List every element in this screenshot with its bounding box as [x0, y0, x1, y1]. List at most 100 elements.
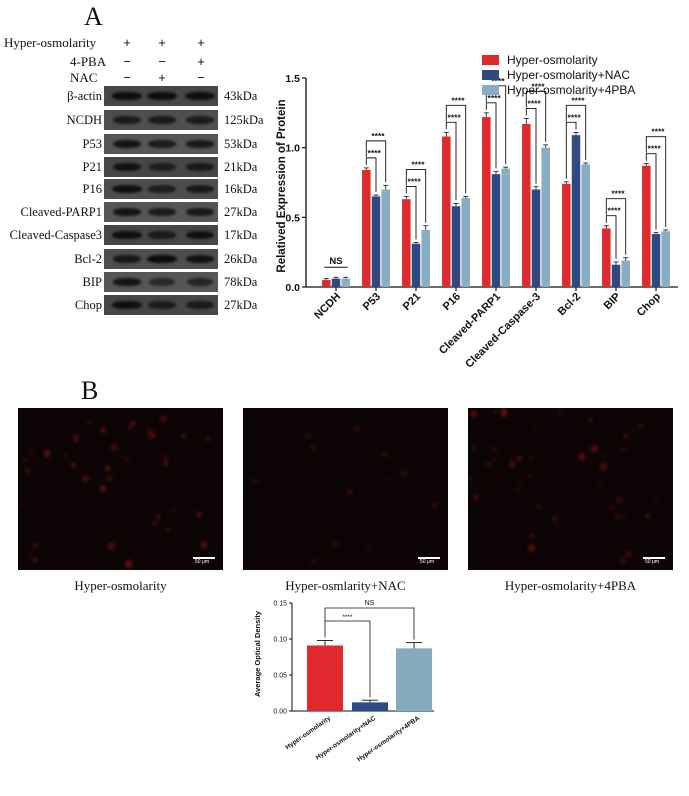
bar — [341, 278, 350, 287]
condition-sign: − — [123, 70, 131, 85]
cell-signal — [527, 543, 535, 552]
cell-signal — [157, 515, 161, 519]
cell-signal — [389, 478, 392, 481]
condition-sign: + — [158, 70, 166, 85]
blot-band — [186, 301, 214, 309]
cell-signal — [600, 453, 604, 458]
legend-label: Hyper-osmolarity — [507, 53, 598, 67]
bar — [531, 189, 541, 287]
cell-signal — [33, 543, 38, 549]
cell-signal — [565, 476, 569, 479]
fluorescence-image: 50 μm — [468, 408, 673, 570]
cell-signal — [306, 432, 310, 438]
cell-signal — [165, 528, 170, 533]
y-tick-label-b: 0.10 — [273, 637, 287, 644]
cell-signal — [110, 444, 118, 452]
cell-signal — [18, 504, 21, 506]
blot-kda-label: 27kDa — [224, 298, 258, 312]
cell-signal — [153, 521, 158, 525]
condition-sign: − — [158, 54, 166, 69]
bar — [331, 278, 341, 287]
blot-band — [185, 140, 215, 148]
cell-signal — [147, 431, 155, 440]
significance-label: **** — [648, 144, 662, 154]
cell-signal — [625, 551, 633, 557]
x-tick-label: P53 — [361, 291, 383, 313]
cell-signal — [310, 446, 318, 452]
blot-protein-label: Cleaved-Caspase3 — [9, 228, 102, 242]
blot-strip — [104, 225, 218, 245]
blot-band — [112, 92, 142, 100]
condition-sign: − — [197, 70, 205, 85]
significance-label: **** — [611, 189, 625, 199]
condition-sign: + — [158, 35, 166, 50]
blot-band — [148, 301, 176, 309]
bar — [571, 135, 581, 287]
cell-signal — [623, 434, 628, 440]
significance-label: **** — [408, 176, 422, 186]
y-axis-label: Relatived Expression of Protein — [276, 99, 288, 272]
cell-signal — [621, 514, 625, 518]
cell-signal — [163, 455, 167, 460]
scale-bar — [418, 557, 440, 559]
significance-label-b: **** — [342, 614, 353, 621]
significance-label: **** — [371, 131, 385, 141]
cell-signal — [253, 479, 259, 483]
blot-kda-label: 53kDa — [224, 137, 258, 151]
blot-protein-label: Chop — [74, 298, 102, 312]
significance-label-b: NS — [365, 600, 375, 607]
blot-band — [148, 140, 176, 148]
blot-band — [147, 92, 177, 100]
cell-signal — [500, 408, 508, 417]
significance-label: **** — [531, 81, 545, 91]
cell-signal — [491, 447, 497, 452]
cell-signal — [600, 463, 607, 471]
cell-signal — [32, 557, 38, 563]
y-tick-label: 0.0 — [285, 282, 300, 294]
bar — [381, 189, 390, 287]
significance-bracket — [525, 90, 547, 142]
cell-signal — [322, 486, 326, 490]
bar — [501, 168, 510, 287]
cell-signal — [382, 450, 389, 457]
significance-label: **** — [411, 159, 425, 169]
cell-signal — [485, 488, 490, 492]
significance-bracket — [645, 136, 667, 227]
cell-signal — [70, 463, 76, 467]
blot-strip — [104, 86, 218, 106]
significance-bracket-b — [324, 620, 371, 698]
blot-band — [186, 278, 214, 286]
significance-bracket — [405, 185, 417, 240]
bar — [371, 196, 381, 287]
significance-label: **** — [491, 76, 505, 86]
blot-kda-label: 27kDa — [224, 205, 258, 219]
significance-bracket — [365, 140, 387, 183]
y-tick-label: 1.0 — [285, 143, 300, 155]
panel-b-letter: B — [81, 376, 99, 405]
blot-band — [112, 231, 142, 239]
cell-signal — [610, 505, 614, 509]
cell-signal — [470, 411, 478, 418]
y-tick-label-b: 0.05 — [273, 673, 287, 680]
cell-signal — [24, 467, 30, 472]
cell-signal — [517, 455, 522, 462]
cell-signal — [366, 544, 370, 549]
blot-protein-label: Bcl-2 — [74, 252, 102, 266]
legend-swatch — [482, 70, 499, 80]
blot-strip — [104, 249, 218, 269]
blot-band — [185, 208, 215, 216]
cell-signal — [27, 552, 31, 557]
blot-protein-label: BIP — [82, 275, 102, 289]
significance-label: **** — [528, 98, 542, 108]
protein-expression-chart: Relatived Expression of Protein 0.0 0.5 1.… — [276, 53, 678, 370]
cell-signal — [22, 457, 28, 463]
cell-signal — [311, 558, 316, 564]
cell-signal — [107, 542, 115, 550]
y-tick-label: 0.5 — [285, 212, 300, 224]
x-tick-label: NCDH — [312, 291, 343, 322]
fluorescence-image: 50 μm — [243, 408, 448, 570]
significance-bracket — [605, 215, 617, 259]
blot-band — [147, 255, 177, 263]
blot-kda-label: 21kDa — [224, 160, 258, 174]
blot-band — [112, 301, 142, 309]
